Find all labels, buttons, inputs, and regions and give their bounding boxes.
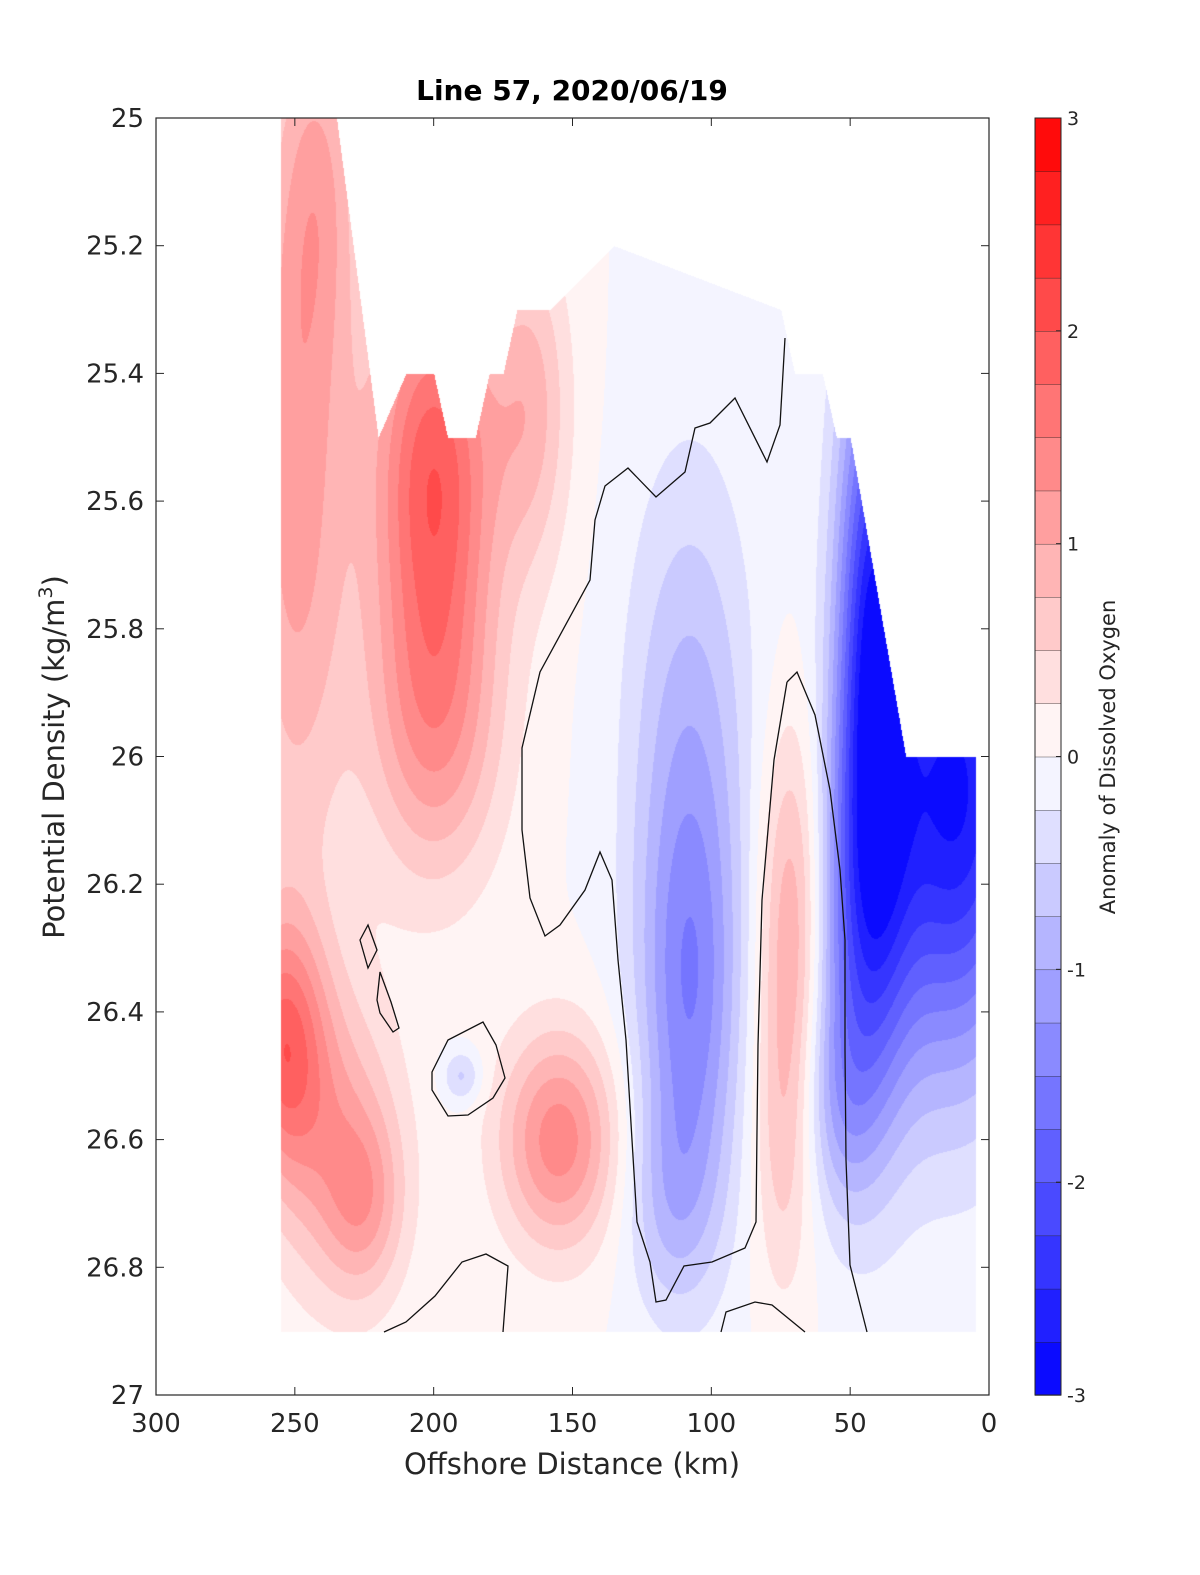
zero-contour-bottom-west [383,1253,509,1333]
colorbar-band [1034,1288,1062,1343]
x-tick-label: 300 [131,1409,181,1439]
colorbar-band [1034,171,1062,226]
colorbar-band [1034,490,1062,545]
x-tick-label: 200 [409,1409,459,1439]
x-axis-label: Offshore Distance (km) [404,1447,740,1481]
y-tick-label: 25.2 [86,232,144,262]
zero-contour-bottom-east [720,1301,806,1333]
colorbar-band [1034,915,1062,971]
x-tick-label: 250 [270,1409,320,1439]
y-tick-label: 25.6 [86,487,144,517]
colorbar-ticks: -3 -2 -1 0 1 2 3 [1056,108,1086,1407]
x-tick-label: 0 [981,1409,998,1439]
colorbar-band [1034,703,1062,758]
colorbar-tick-label: 3 [1067,108,1079,130]
zero-contour-loop-225b [376,971,400,1033]
y-tick-label: 26.2 [86,870,144,900]
colorbar-band [1034,1341,1062,1396]
colorbar-band [1034,277,1062,332]
x-tick-label: 150 [548,1409,598,1439]
zero-contour-mid-east [786,670,868,1333]
y-tick-label: 25 [111,104,144,134]
y-tick-label: 27 [111,1381,144,1411]
y-tick-label: 25.8 [86,615,144,645]
colorbar-tick-label: -1 [1067,959,1086,981]
chart-title: Line 57, 2020/06/19 [416,74,728,107]
colorbar-band [1034,383,1062,438]
y-tick-label: 26.8 [86,1253,144,1283]
colorbar-band [1034,1022,1062,1077]
x-tick-label: 50 [834,1409,867,1439]
colorbar-band [1034,1128,1062,1183]
zero-contour-loop-190 [431,1021,506,1117]
colorbar-band [1034,596,1062,651]
y-tick-label: 26 [111,743,144,773]
colorbar-tick-label: -3 [1067,1385,1086,1407]
x-tick-label: 100 [687,1409,737,1439]
colorbar-tick-label: -2 [1067,1172,1086,1194]
colorbar-band [1034,1075,1062,1130]
colorbar-band [1034,437,1062,492]
colorbar-band [1034,543,1062,598]
anomaly-field [156,118,989,1395]
colorbar-band [1034,809,1062,864]
y-tick-label: 25.4 [86,359,144,389]
colorbar-band [1034,1181,1062,1237]
colorbar-band [1034,117,1062,172]
zero-contour-mid-west [521,337,788,1303]
colorbar-band [1034,969,1062,1024]
y-tick-label: 26.6 [86,1126,144,1156]
colorbar-label: Anomaly of Dissolved Oxygen [1096,600,1120,915]
y-axis-label: Potential Density (kg/m3) [35,575,71,939]
y-axis: 25 25.2 25.4 25.6 25.8 26 26.2 26.4 26.6 26.8 27 [86,104,989,1411]
y-tick-label: 26.4 [86,998,144,1028]
colorbar-band [1034,1235,1062,1290]
colorbar-tick-label: 2 [1067,321,1079,343]
colorbar-tick-label: 1 [1067,534,1079,556]
colorbar-band [1034,862,1062,917]
colorbar-band [1034,649,1062,704]
zero-contours [359,337,868,1333]
colorbar-band [1034,330,1062,385]
colorbar-tick-label: 0 [1067,747,1079,769]
zero-contour-loop-225a [359,923,378,970]
colorbar-band [1034,756,1062,811]
colorbar-band [1034,224,1062,279]
x-axis: 300 250 200 150 100 50 0 [131,118,997,1439]
